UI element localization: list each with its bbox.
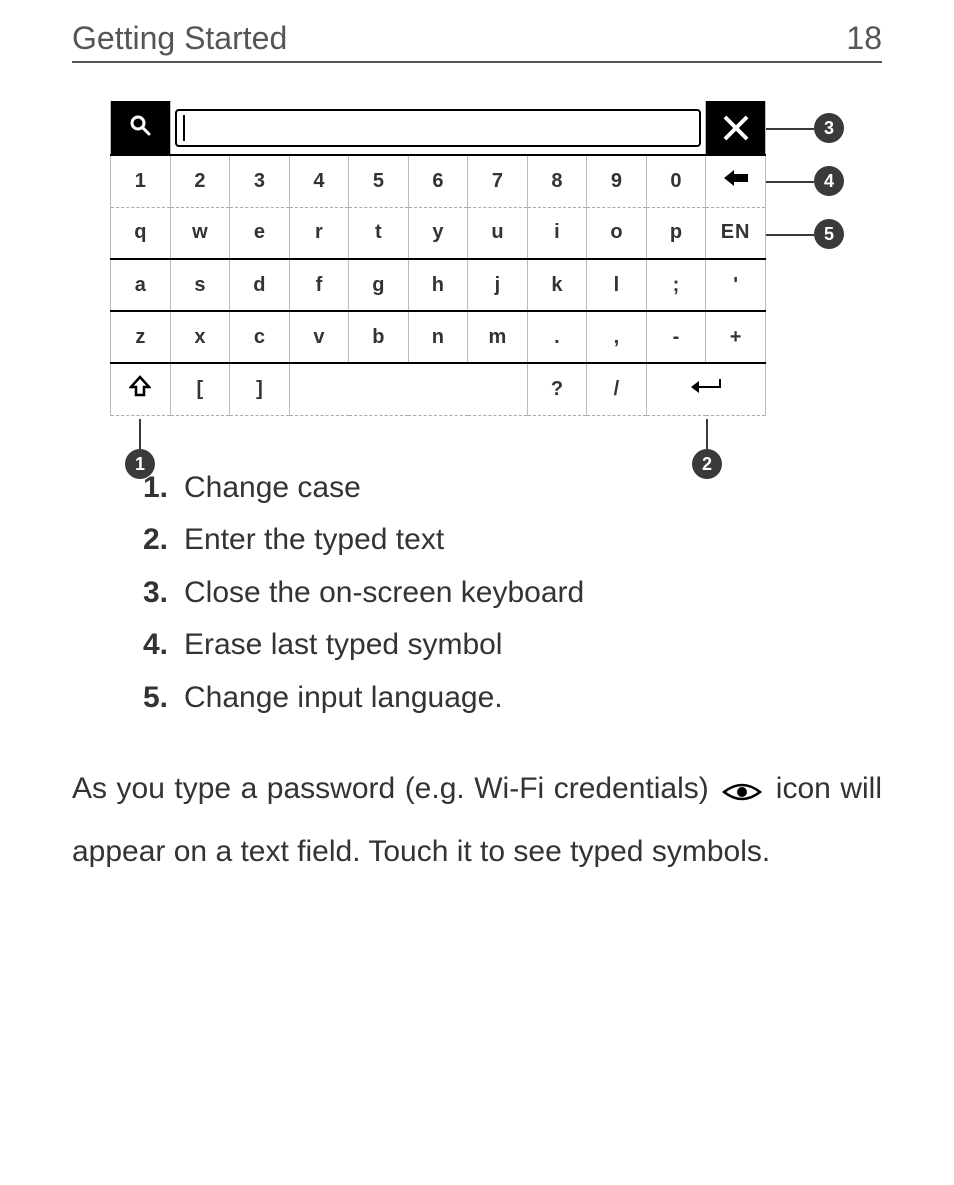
legend-text: Erase last typed symbol xyxy=(184,619,502,672)
key-u[interactable]: u xyxy=(468,207,528,259)
key-2[interactable]: 2 xyxy=(170,155,230,207)
key-space[interactable] xyxy=(289,363,527,415)
key-9[interactable]: 9 xyxy=(587,155,647,207)
key-y[interactable]: y xyxy=(408,207,468,259)
callout-badge-3: 3 xyxy=(814,113,844,143)
legend-text: Change input language. xyxy=(184,672,503,725)
callout-badge-5: 5 xyxy=(814,219,844,249)
key-s[interactable]: s xyxy=(170,259,230,311)
key-w[interactable]: w xyxy=(170,207,230,259)
legend-number: 3. xyxy=(140,567,168,620)
key-q[interactable]: q xyxy=(111,207,171,259)
key-7[interactable]: 7 xyxy=(468,155,528,207)
callout-lead xyxy=(706,419,708,449)
callout-badge-2: 2 xyxy=(692,449,722,479)
key-period[interactable]: . xyxy=(527,311,587,363)
key-backspace[interactable] xyxy=(706,155,766,207)
legend-text: Enter the typed text xyxy=(184,514,444,567)
callout-badge-4: 4 xyxy=(814,166,844,196)
legend-item: 2. Enter the typed text xyxy=(140,514,882,567)
legend-number: 5. xyxy=(140,672,168,725)
key-question[interactable]: ? xyxy=(527,363,587,415)
body-paragraph: As you type a password (e.g. Wi-Fi crede… xyxy=(72,760,882,880)
key-j[interactable]: j xyxy=(468,259,528,311)
key-b[interactable]: b xyxy=(349,311,409,363)
key-k[interactable]: k xyxy=(527,259,587,311)
paragraph-text: As you type a password (e.g. Wi-Fi crede… xyxy=(72,772,718,805)
key-c[interactable]: c xyxy=(230,311,290,363)
key-f[interactable]: f xyxy=(289,259,348,311)
key-apostrophe[interactable]: ' xyxy=(706,259,766,311)
key-t[interactable]: t xyxy=(349,207,409,259)
key-x[interactable]: x xyxy=(170,311,230,363)
key-n[interactable]: n xyxy=(408,311,468,363)
key-v[interactable]: v xyxy=(289,311,348,363)
legend-number: 4. xyxy=(140,619,168,672)
key-comma[interactable]: , xyxy=(587,311,647,363)
callout-lead xyxy=(766,128,814,130)
legend-item: 1. Change case xyxy=(140,462,882,515)
key-5[interactable]: 5 xyxy=(349,155,409,207)
key-1[interactable]: 1 xyxy=(111,155,171,207)
key-language[interactable]: EN xyxy=(706,207,766,259)
key-slash[interactable]: / xyxy=(587,363,647,415)
key-r[interactable]: r xyxy=(289,207,348,259)
key-e[interactable]: e xyxy=(230,207,290,259)
search-icon[interactable] xyxy=(111,101,171,155)
close-keyboard-button[interactable] xyxy=(706,101,766,155)
key-6[interactable]: 6 xyxy=(408,155,468,207)
key-dash[interactable]: - xyxy=(646,311,706,363)
legend-item: 4. Erase last typed symbol xyxy=(140,619,882,672)
key-h[interactable]: h xyxy=(408,259,468,311)
key-left-bracket[interactable]: [ xyxy=(170,363,230,415)
legend-list: 1. Change case 2. Enter the typed text 3… xyxy=(140,462,882,725)
callout-lead xyxy=(766,234,814,236)
section-title: Getting Started xyxy=(72,20,287,57)
key-right-bracket[interactable]: ] xyxy=(230,363,290,415)
key-enter[interactable] xyxy=(646,363,765,415)
text-caret xyxy=(183,115,185,141)
key-i[interactable]: i xyxy=(527,207,587,259)
page-number: 18 xyxy=(846,20,882,57)
key-3[interactable]: 3 xyxy=(230,155,290,207)
keyboard-figure: 1 2 3 4 5 6 7 8 9 0 q w e r t xyxy=(110,101,882,416)
callout-lead xyxy=(139,419,141,449)
key-8[interactable]: 8 xyxy=(527,155,587,207)
page-header: Getting Started 18 xyxy=(72,20,882,63)
search-input[interactable] xyxy=(170,101,706,155)
key-0[interactable]: 0 xyxy=(646,155,706,207)
legend-text: Close the on-screen keyboard xyxy=(184,567,584,620)
callout-badge-1: 1 xyxy=(125,449,155,479)
key-m[interactable]: m xyxy=(468,311,528,363)
legend-text: Change case xyxy=(184,462,361,515)
eye-icon xyxy=(722,766,762,823)
legend-item: 5. Change input language. xyxy=(140,672,882,725)
key-p[interactable]: p xyxy=(646,207,706,259)
onscreen-keyboard: 1 2 3 4 5 6 7 8 9 0 q w e r t xyxy=(110,101,766,416)
key-4[interactable]: 4 xyxy=(289,155,348,207)
key-d[interactable]: d xyxy=(230,259,290,311)
key-semicolon[interactable]: ; xyxy=(646,259,706,311)
legend-number: 2. xyxy=(140,514,168,567)
key-plus[interactable]: + xyxy=(706,311,766,363)
key-g[interactable]: g xyxy=(349,259,409,311)
callout-lead xyxy=(766,181,814,183)
key-z[interactable]: z xyxy=(111,311,171,363)
key-o[interactable]: o xyxy=(587,207,647,259)
legend-item: 3. Close the on-screen keyboard xyxy=(140,567,882,620)
key-a[interactable]: a xyxy=(111,259,171,311)
key-shift[interactable] xyxy=(111,363,171,415)
key-l[interactable]: l xyxy=(587,259,647,311)
